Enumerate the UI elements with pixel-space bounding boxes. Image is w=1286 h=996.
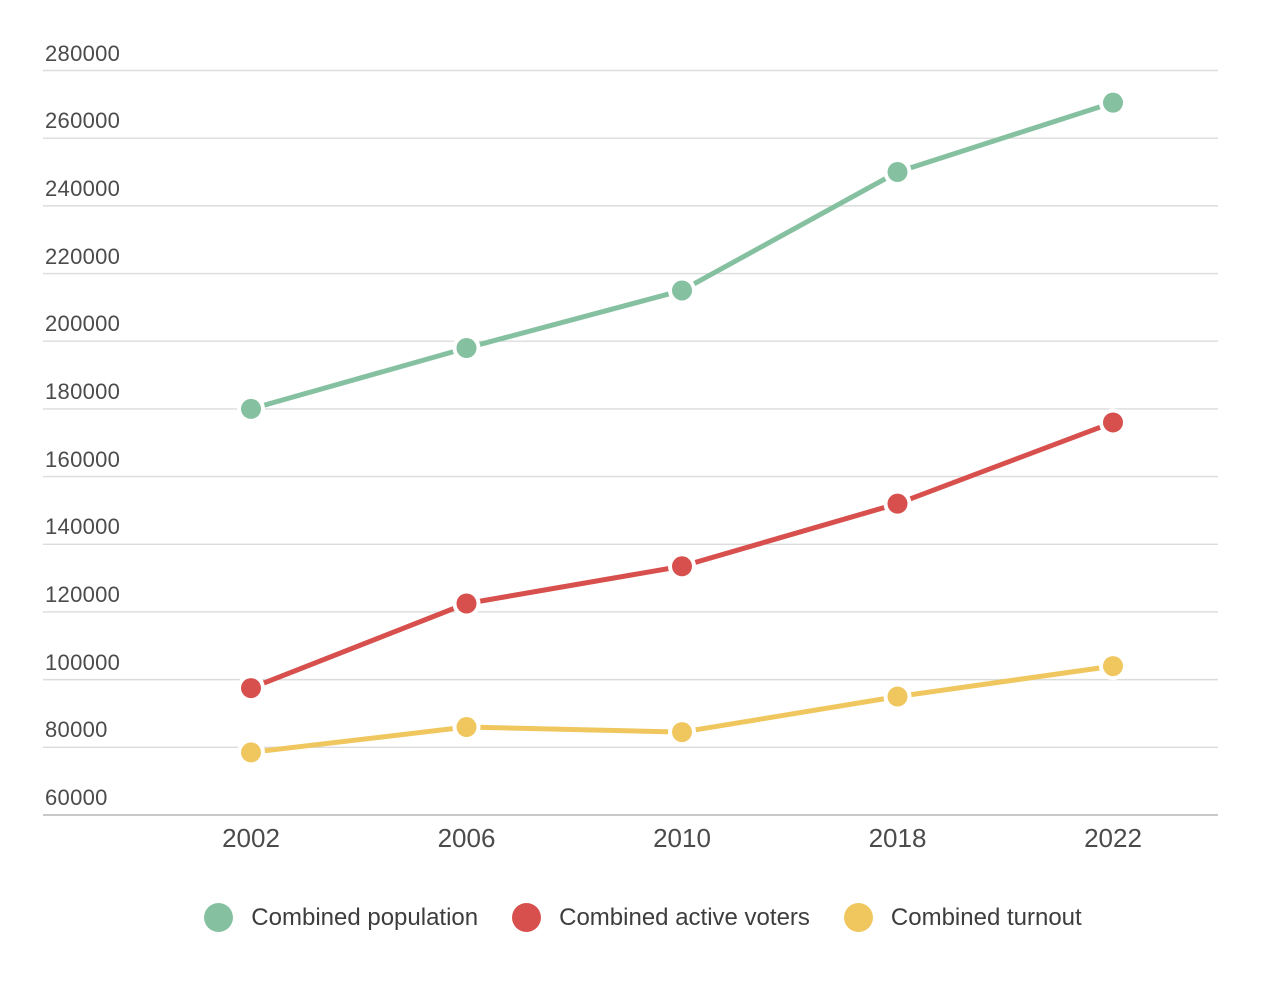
legend-swatch-icon [512, 903, 542, 932]
data-point-combined-turnout[interactable] [887, 686, 908, 707]
data-point-combined-active-voters[interactable] [456, 593, 477, 614]
data-point-combined-turnout[interactable] [456, 717, 477, 738]
legend-swatch-icon [843, 903, 873, 932]
legend-item-combined-turnout: Combined turnout [843, 903, 1082, 932]
y-axis-tick-label: 280000 [45, 40, 121, 66]
data-point-combined-active-voters[interactable] [1103, 412, 1123, 433]
data-point-combined-active-voters[interactable] [241, 678, 261, 699]
series-line-combined-population [250, 100, 1114, 412]
data-point-combined-turnout[interactable] [672, 722, 692, 743]
data-point-combined-population[interactable] [887, 162, 908, 183]
data-point-combined-turnout[interactable] [1103, 656, 1123, 677]
y-axis-tick-label: 200000 [45, 311, 121, 337]
legend-label: Combined turnout [890, 903, 1082, 931]
x-axis-tick-label: 2006 [437, 823, 496, 853]
data-point-combined-population[interactable] [241, 398, 261, 419]
x-axis-tick-label: 2010 [653, 823, 711, 853]
x-axis-tick-label: 2002 [222, 823, 280, 853]
chart-legend: Combined population Combined active vote… [0, 903, 1286, 932]
y-axis-tick-label: 80000 [45, 717, 108, 743]
y-axis-tick-label: 220000 [45, 243, 121, 269]
legend-swatch-icon [204, 903, 234, 932]
legend-label: Combined active voters [559, 903, 810, 931]
legend-label: Combined population [251, 903, 479, 931]
y-axis-tick-label: 140000 [45, 514, 121, 540]
data-point-combined-population[interactable] [456, 337, 477, 358]
y-axis-tick-label: 240000 [45, 175, 121, 201]
y-axis-tick-label: 260000 [45, 108, 121, 134]
data-point-combined-active-voters[interactable] [887, 493, 908, 514]
y-axis-tick-label: 60000 [45, 785, 108, 810]
y-axis-tick-label: 180000 [45, 378, 121, 404]
x-axis-tick-label: 2022 [1084, 823, 1142, 853]
x-axis-tick-label: 2018 [868, 823, 927, 853]
legend-item-combined-active-voters: Combined active voters [512, 903, 810, 932]
legend-item-combined-population: Combined population [204, 903, 478, 932]
data-point-combined-turnout[interactable] [241, 742, 261, 763]
y-axis-tick-label: 160000 [45, 446, 121, 472]
data-point-combined-population[interactable] [1103, 92, 1123, 113]
data-point-combined-active-voters[interactable] [672, 556, 692, 577]
data-point-combined-population[interactable] [672, 280, 692, 301]
y-axis-tick-label: 120000 [45, 581, 121, 607]
y-axis-tick-label: 100000 [45, 649, 121, 675]
